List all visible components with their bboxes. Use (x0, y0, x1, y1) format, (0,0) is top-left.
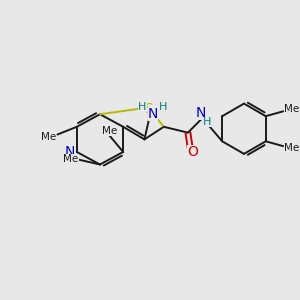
Text: Me: Me (41, 132, 56, 142)
Text: S: S (144, 102, 153, 116)
Text: O: O (187, 145, 198, 159)
Text: Me: Me (284, 143, 299, 153)
Text: N: N (148, 107, 158, 121)
Text: N: N (65, 145, 75, 159)
Text: H: H (138, 101, 147, 112)
Text: H: H (203, 117, 212, 127)
Text: H: H (159, 101, 167, 112)
Text: Me: Me (102, 126, 117, 136)
Text: N: N (195, 106, 206, 120)
Text: Me: Me (63, 154, 79, 164)
Text: Me: Me (284, 104, 299, 114)
